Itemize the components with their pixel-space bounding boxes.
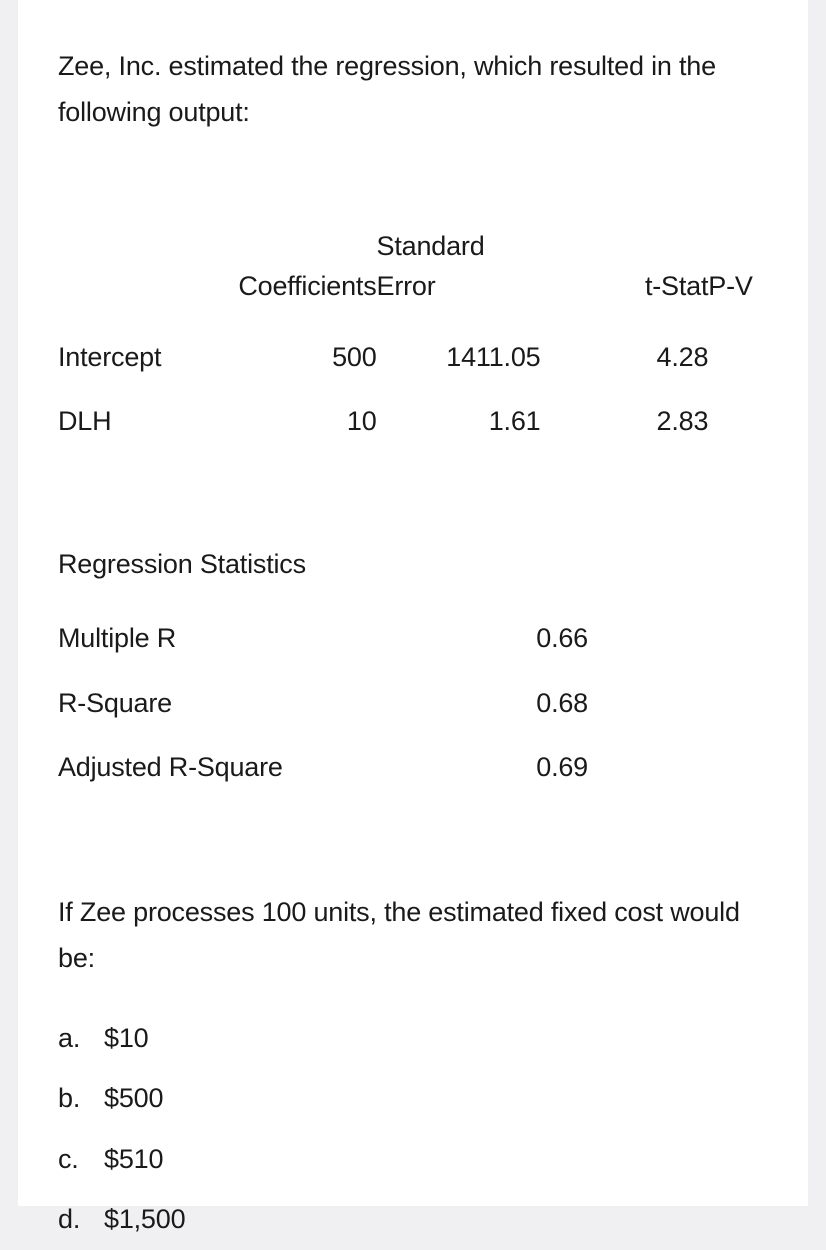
stats-row: R-Square 0.68 <box>58 671 588 736</box>
col-header-tstat: t-Stat <box>540 226 708 325</box>
question-text: If Zee processes 100 units, the estimate… <box>58 890 768 982</box>
col-header-stderr: Standard Error <box>377 226 541 325</box>
table-row: DLH 10 1.61 2.83 <box>58 389 768 454</box>
regression-table: Coefficients Standard Error t-Stat P-V I… <box>58 226 768 454</box>
answer-option-d[interactable]: d. $1,500 <box>58 1189 768 1250</box>
option-letter: d. <box>58 1199 104 1240</box>
stats-value: 0.68 <box>518 671 588 736</box>
stats-value: 0.69 <box>518 735 588 800</box>
option-text: $10 <box>104 1018 148 1059</box>
answer-option-b[interactable]: b. $500 <box>58 1068 768 1129</box>
question-card: Zee, Inc. estimated the regression, whic… <box>18 0 808 1206</box>
stats-row: Multiple R 0.66 <box>58 606 588 671</box>
row-tstat: 4.28 <box>540 325 708 390</box>
table-row: Intercept 500 1411.05 4.28 <box>58 325 768 390</box>
stats-heading: Regression Statistics <box>58 544 768 585</box>
stats-label: R-Square <box>58 671 518 736</box>
stats-row: Adjusted R-Square 0.69 <box>58 735 588 800</box>
stats-table: Multiple R 0.66 R-Square 0.68 Adjusted R… <box>58 606 588 800</box>
col-header-pvalue: P-V <box>708 226 768 325</box>
stats-label: Multiple R <box>58 606 518 671</box>
row-coef: 500 <box>207 325 376 390</box>
col-header-coefficients: Coefficients <box>207 226 376 325</box>
intro-text: Zee, Inc. estimated the regression, whic… <box>58 44 768 136</box>
row-label: Intercept <box>58 325 207 390</box>
option-text: $1,500 <box>104 1199 185 1240</box>
option-letter: a. <box>58 1018 104 1059</box>
answer-option-a[interactable]: a. $10 <box>58 1008 768 1069</box>
regression-header-row: Coefficients Standard Error t-Stat P-V <box>58 226 768 325</box>
option-letter: b. <box>58 1078 104 1119</box>
row-stderr: 1411.05 <box>377 325 541 390</box>
answer-options: a. $10 b. $500 c. $510 d. $1,500 <box>58 1008 768 1250</box>
option-letter: c. <box>58 1139 104 1180</box>
row-pvalue <box>708 325 768 390</box>
col-header-blank <box>58 226 207 325</box>
stats-label: Adjusted R-Square <box>58 735 518 800</box>
row-stderr: 1.61 <box>377 389 541 454</box>
row-label: DLH <box>58 389 207 454</box>
stats-value: 0.66 <box>518 606 588 671</box>
row-tstat: 2.83 <box>540 389 708 454</box>
row-coef: 10 <box>207 389 376 454</box>
row-pvalue <box>708 389 768 454</box>
answer-option-c[interactable]: c. $510 <box>58 1129 768 1190</box>
option-text: $500 <box>104 1078 163 1119</box>
option-text: $510 <box>104 1139 163 1180</box>
